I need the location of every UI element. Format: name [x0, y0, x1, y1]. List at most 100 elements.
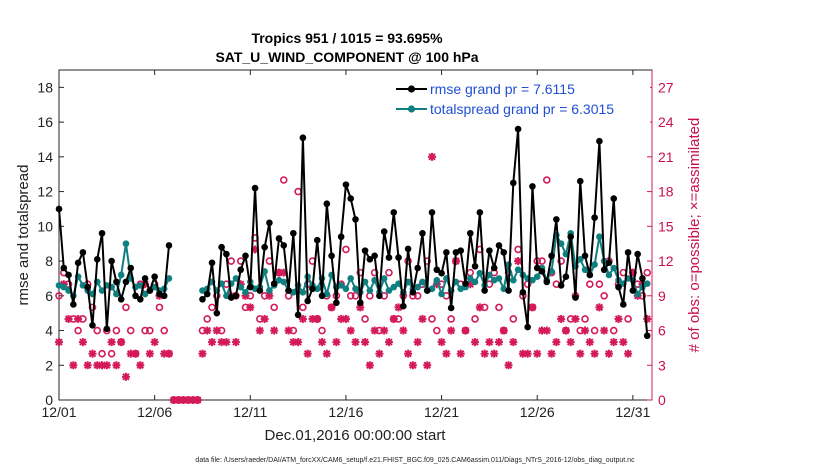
assimilated-obs-point: [609, 338, 618, 347]
y-tick-label: 10: [37, 218, 53, 234]
rmse-point: [600, 266, 608, 274]
y2-tick-label: 18: [658, 184, 674, 200]
legend-rmse-label: rmse grand pr = 7.6115: [430, 81, 575, 97]
spread-point: [385, 287, 393, 294]
assimilated-obs-point: [313, 314, 322, 323]
rmse-point: [457, 247, 465, 254]
assimilated-obs-point: [585, 338, 594, 347]
spread-point: [347, 275, 355, 282]
possible-obs-point: [342, 245, 350, 254]
rmse-point: [400, 302, 407, 310]
assimilated-obs-point: [193, 396, 202, 404]
rmse-point: [246, 283, 254, 291]
possible-obs-point: [351, 291, 360, 300]
spread-point: [576, 256, 584, 263]
rmse-point: [404, 245, 412, 253]
rmse-point: [304, 297, 311, 305]
rmse-point: [356, 299, 364, 307]
assimilated-obs-point: [418, 314, 427, 323]
assimilated-obs-point: [384, 338, 393, 347]
spread-point: [352, 285, 359, 293]
spread-point: [533, 273, 541, 280]
assimilated-obs-point: [298, 314, 307, 323]
possible-obs-point: [79, 315, 87, 323]
assimilated-obs-point: [322, 349, 331, 358]
y-tick-label: 14: [37, 149, 53, 165]
possible-obs-point: [346, 291, 355, 300]
rmse-point: [208, 259, 216, 267]
rmse-point: [98, 229, 106, 237]
rmse-point: [586, 271, 594, 279]
assimilated-obs-point: [365, 361, 374, 370]
spread-point: [433, 276, 441, 284]
assimilated-obs-point: [523, 349, 532, 358]
rmse-point: [620, 301, 627, 308]
rmse-point: [562, 273, 570, 280]
rmse-point: [160, 292, 168, 300]
rmse-line: [201, 128, 649, 336]
assimilated-obs-point: [208, 338, 217, 347]
possible-obs-point: [146, 326, 154, 335]
assimilated-obs-point: [260, 314, 269, 323]
rmse-point: [232, 292, 240, 300]
possible-obs-point: [471, 315, 479, 323]
rmse-point: [146, 287, 154, 294]
rmse-point: [476, 209, 484, 216]
spread-point: [476, 269, 484, 277]
spread-point: [60, 283, 68, 291]
spread-point: [466, 275, 474, 282]
assimilated-obs-point: [112, 361, 121, 370]
assimilated-obs-point: [533, 349, 542, 358]
rmse-point: [596, 137, 603, 145]
y-tick-label: 12: [37, 184, 53, 200]
y-tick-label: 18: [37, 79, 53, 95]
assimilated-obs-point: [346, 326, 355, 335]
rmse-point: [433, 266, 441, 274]
rmse-point: [290, 229, 297, 237]
assimilated-obs-point: [571, 314, 580, 323]
assimilated-obs-point: [614, 314, 623, 323]
assimilated-obs-point: [380, 326, 389, 335]
possible-obs-point: [107, 349, 116, 358]
rmse-point: [108, 257, 115, 265]
y2-tick-label: 12: [658, 253, 674, 269]
possible-obs-point: [643, 268, 652, 277]
possible-obs-point: [112, 326, 121, 335]
assimilated-obs-point: [246, 303, 255, 312]
rmse-point: [261, 243, 268, 251]
assimilated-obs-point: [131, 349, 140, 358]
rmse-point: [74, 259, 82, 267]
rmse-point: [151, 273, 158, 280]
rmse-point: [548, 252, 555, 260]
assimilated-obs-point: [576, 349, 585, 358]
rmse-point: [376, 292, 383, 300]
y2-tick-label: 27: [658, 79, 674, 95]
assimilated-obs-point: [102, 361, 111, 370]
spread-point: [529, 276, 536, 284]
rmse-point: [605, 259, 613, 267]
y2-tick-label: 6: [658, 323, 666, 339]
assimilated-obs-point: [375, 349, 384, 358]
rmse-point: [385, 254, 393, 261]
rmse-point: [380, 228, 388, 235]
rmse-point: [553, 216, 560, 223]
y-tick-label: 6: [45, 288, 53, 304]
assimilated-obs-point: [294, 338, 303, 347]
assimilated-obs-point: [447, 326, 456, 335]
assimilated-obs-point: [117, 338, 126, 347]
spread-point: [98, 287, 106, 294]
rmse-point: [495, 242, 503, 249]
rmse-point: [629, 287, 637, 294]
assimilated-obs-point: [78, 338, 87, 347]
rmse-point: [538, 268, 546, 275]
rmse-point: [342, 181, 350, 188]
spread-point: [438, 290, 445, 298]
rmse-point: [438, 269, 445, 277]
possible-obs-point: [227, 257, 235, 265]
possible-obs-point: [609, 326, 618, 335]
x-tick-label: 12/31: [615, 404, 650, 420]
rmse-point: [390, 209, 398, 216]
spread-point: [605, 271, 613, 279]
rmse-point: [567, 233, 575, 241]
spread-point: [122, 240, 130, 247]
